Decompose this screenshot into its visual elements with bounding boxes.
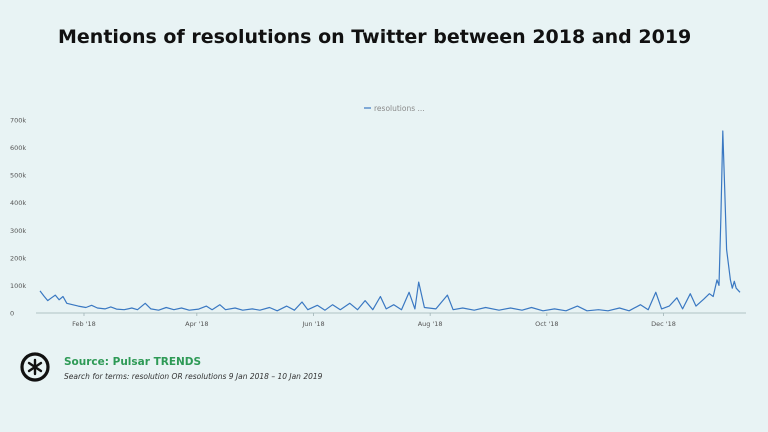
source-credit: Source: Pulsar TRENDS xyxy=(64,356,202,368)
x-tick-label: Dec '18 xyxy=(651,320,676,328)
legend-label: resolutions ... xyxy=(374,104,425,113)
x-tick-label: Jun '18 xyxy=(301,320,324,328)
y-tick-label: 400k xyxy=(10,199,26,207)
series-line-resolutions xyxy=(39,130,741,312)
y-tick-label: 600k xyxy=(10,144,26,152)
search-terms-note: Search for terms: resolution OR resoluti… xyxy=(64,372,323,381)
y-tick-label: 500k xyxy=(10,172,26,180)
y-tick-label: 700k xyxy=(10,117,26,125)
chart-title: Mentions of resolutions on Twitter betwe… xyxy=(58,26,692,48)
x-tick-label: Aug '18 xyxy=(418,320,443,328)
y-tick-label: 0 xyxy=(10,310,14,318)
x-tick-label: Oct '18 xyxy=(535,320,558,328)
y-tick-label: 300k xyxy=(10,227,26,235)
y-axis: 0 100k 200k 300k 400k 500k 600k 700k xyxy=(10,117,26,318)
pulsar-logo-icon xyxy=(20,352,50,382)
y-tick-label: 200k xyxy=(10,254,26,262)
x-tick-label: Feb '18 xyxy=(72,320,96,328)
line-chart: resolutions ... 0 100k 200k 300k 400k 500k 600… xyxy=(10,104,746,328)
y-tick-label: 100k xyxy=(10,282,26,290)
x-tick-label: Apr '18 xyxy=(185,320,208,328)
x-axis: Feb '18 Apr '18 Jun '18 Aug '18 Oct '18 Dec '… xyxy=(72,313,676,328)
chart-legend[interactable]: resolutions ... xyxy=(364,104,425,113)
